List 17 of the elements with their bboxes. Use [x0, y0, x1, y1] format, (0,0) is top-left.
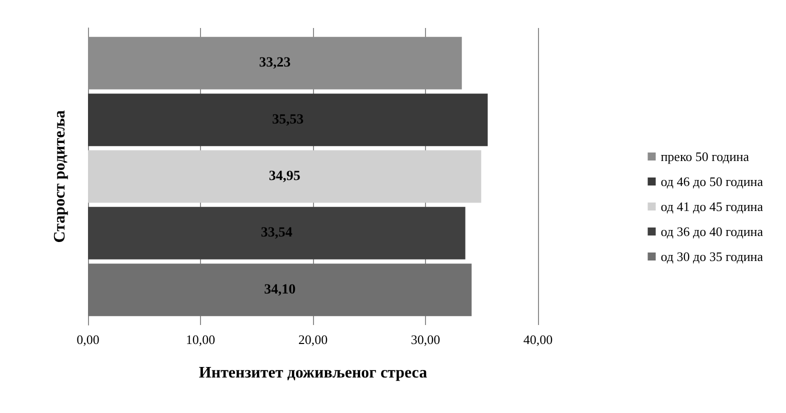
- data-label: 33,54: [260, 226, 292, 241]
- x-tick-label: 30,00: [410, 332, 440, 347]
- y-axis-title: Старост родитеља: [52, 110, 68, 243]
- x-tick-label: 40,00: [523, 332, 553, 347]
- x-axis-title: Интензитет доживљеног стреса: [198, 364, 428, 382]
- x-tick-label: 20,00: [298, 332, 328, 347]
- data-label: 34,95: [268, 169, 300, 184]
- x-tick-label: 0,00: [76, 332, 100, 347]
- data-label: 33,23: [259, 56, 291, 71]
- legend-label: преко 50 година: [660, 149, 750, 164]
- x-tick-label: 10,00: [186, 332, 216, 347]
- legend-label: од 30 до 35 година: [660, 249, 764, 264]
- legend-label: од 36 до 40 година: [660, 224, 764, 239]
- legend-label: од 46 до 50 година: [660, 174, 764, 189]
- data-label: 34,10: [264, 282, 296, 298]
- legend-label: од 41 до 45 година: [660, 199, 764, 214]
- data-label: 35,53: [272, 112, 304, 128]
